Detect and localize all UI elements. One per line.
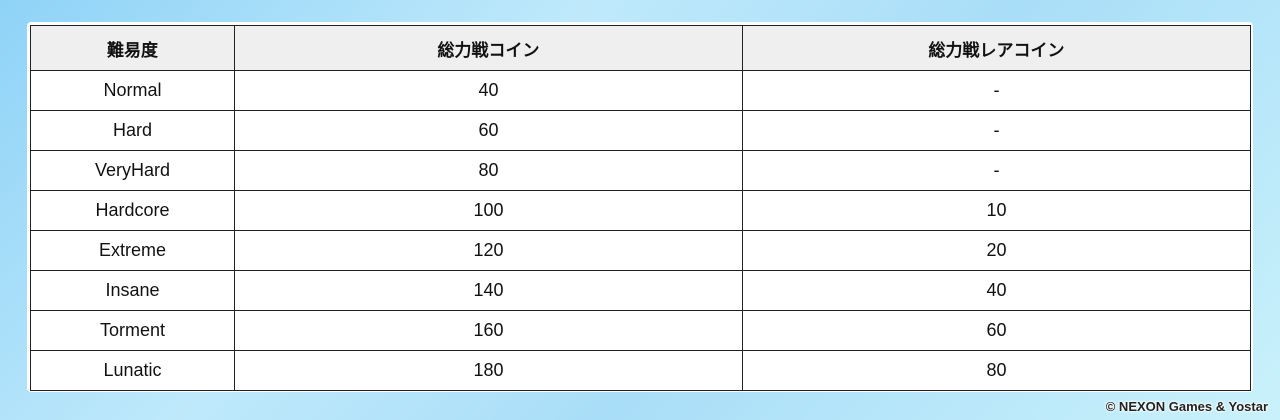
difficulty-cell: Insane [30, 270, 235, 311]
table-row: Torment 160 60 [30, 310, 1251, 351]
rare-coin-cell: - [742, 70, 1251, 111]
difficulty-cell: Normal [30, 70, 235, 111]
table-row: Insane 140 40 [30, 270, 1251, 311]
header-difficulty: 難易度 [30, 25, 235, 71]
copyright: © NEXON Games & Yostar [1105, 399, 1268, 414]
coin-cell: 120 [234, 230, 743, 271]
table-row: Hard 60- [30, 110, 1251, 151]
coin-cell: 100 [234, 190, 743, 231]
difficulty-cell: Extreme [30, 230, 235, 271]
header-rare-coin: 総力戦レアコイン [742, 25, 1251, 71]
difficulty-cell: Hardcore [30, 190, 235, 231]
coin-cell: 180 [234, 350, 743, 391]
table-row: VeryHard 80- [30, 150, 1251, 191]
reward-table: 難易度 総力戦コイン 総力戦レアコイン Normal 40- Hard 60- Very… [30, 25, 1251, 391]
difficulty-cell: Torment [30, 310, 235, 351]
rare-coin-cell: - [742, 150, 1251, 191]
difficulty-cell: Lunatic [30, 350, 235, 391]
coin-cell: 40 [234, 70, 743, 111]
difficulty-cell: Hard [30, 110, 235, 151]
coin-cell: 160 [234, 310, 743, 351]
rare-coin-cell: 60 [742, 310, 1251, 351]
header-coin: 総力戦コイン [234, 25, 743, 71]
coin-cell: 140 [234, 270, 743, 311]
table-row: Lunatic 180 80 [30, 350, 1251, 391]
header-row: 難易度 総力戦コイン 総力戦レアコイン [30, 25, 1251, 71]
rare-coin-cell: 20 [742, 230, 1251, 271]
difficulty-cell: VeryHard [30, 150, 235, 191]
rare-coin-cell: - [742, 110, 1251, 151]
rare-coin-cell: 40 [742, 270, 1251, 311]
rare-coin-cell: 80 [742, 350, 1251, 391]
rare-coin-cell: 10 [742, 190, 1251, 231]
table-row: Hardcore 100 10 [30, 190, 1251, 231]
table-row: Extreme 120 20 [30, 230, 1251, 271]
coin-cell: 60 [234, 110, 743, 151]
coin-cell: 80 [234, 150, 743, 191]
table-row: Normal 40- [30, 70, 1251, 111]
